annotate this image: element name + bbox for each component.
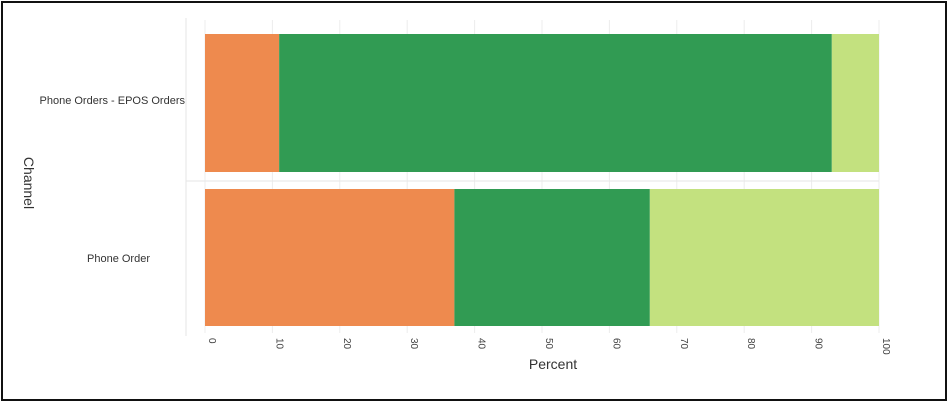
x-tick-labels: 0 10 20 30 40 50 60 70 80 90 100 [206, 338, 891, 355]
bar-segment-1-3 [831, 34, 879, 172]
x-tick-label: 10 [273, 338, 284, 350]
y-axis-title: Channel [21, 157, 37, 209]
category-label: Phone Orders - EPOS Orders [40, 95, 186, 107]
category-labels: Phone Orders - EPOS Orders Phone Order [40, 95, 186, 265]
x-tick-label: 90 [813, 338, 824, 350]
x-tick-label: 100 [880, 338, 891, 355]
x-axis-title: Percent [529, 356, 577, 372]
category-label: Phone Order [87, 253, 150, 265]
x-tick-label: 20 [341, 338, 352, 350]
bar-segment-1-2 [279, 34, 832, 172]
x-tick-label: 50 [543, 338, 554, 350]
x-tick-label: 30 [408, 338, 419, 350]
bars [205, 34, 879, 326]
x-tick-label: 0 [206, 338, 217, 344]
bar-segment-1-1 [205, 34, 280, 172]
x-tick-label: 70 [678, 338, 689, 350]
x-tick-label: 60 [610, 338, 621, 350]
x-tick-label: 80 [745, 338, 756, 350]
bar-segment-2-3 [649, 189, 879, 326]
bar-segment-2-1 [205, 189, 455, 326]
x-tick-label: 40 [476, 338, 487, 350]
bar-segment-2-2 [454, 189, 650, 326]
